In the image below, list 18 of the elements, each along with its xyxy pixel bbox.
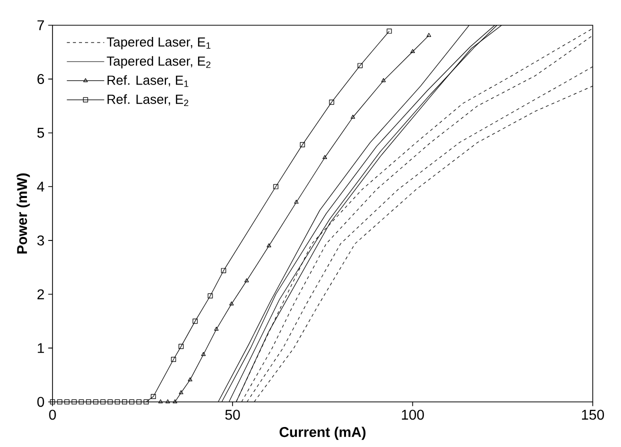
legend-label: Ref. Laser, E$_{2}$ [108, 94, 188, 106]
x-tick-label: 100 [402, 410, 424, 420]
x-tick-label: 50 [225, 410, 240, 420]
y-tick-label: 4 [37, 182, 44, 192]
y-tick-label: 1 [38, 343, 44, 353]
legend-label: Tapered Laser, E$_{2}$ [106, 56, 210, 68]
y-tick-label: 7 [38, 20, 44, 30]
x-tick-label: 0 [49, 410, 56, 420]
x-tick-label: 150 [582, 410, 604, 420]
legend-label: Ref. Laser, E$_{1}$ [108, 75, 188, 87]
y-tick-label: 2 [37, 289, 44, 300]
y-axis-title: Power (mW) [16, 173, 30, 254]
y-tick-label: 5 [37, 128, 44, 138]
y-tick-label: 3 [37, 235, 44, 246]
y-tick-label: 6 [37, 74, 44, 84]
y-tick-label: 0 [37, 396, 44, 407]
legend-label: Tapered Laser, E$_{1}$ [106, 36, 210, 50]
x-axis-title: Current (mA) [280, 426, 366, 440]
